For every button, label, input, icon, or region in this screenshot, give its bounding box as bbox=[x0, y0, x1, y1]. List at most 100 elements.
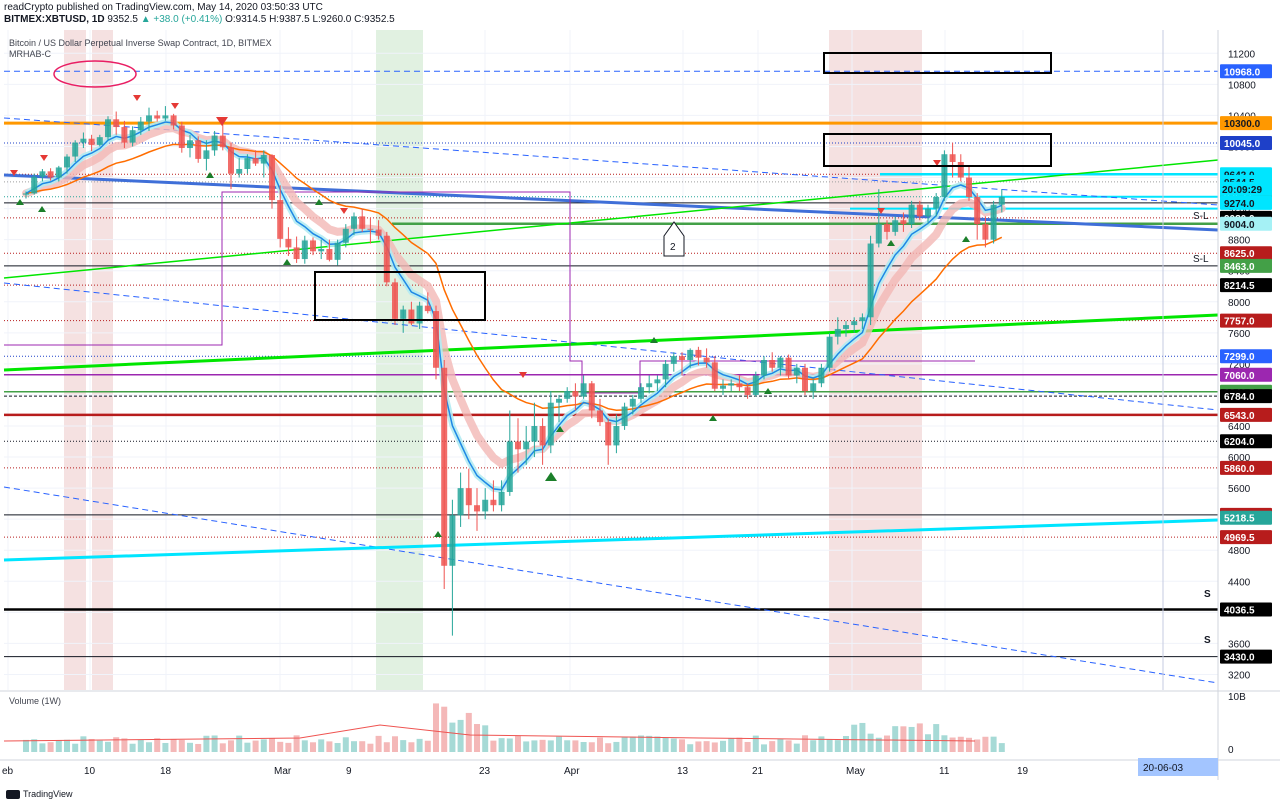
candle bbox=[137, 121, 144, 131]
tradingview-logo-icon bbox=[6, 790, 20, 800]
volume-bar bbox=[408, 742, 415, 752]
price-tag: 3430.0 bbox=[1220, 649, 1272, 664]
volume-bar bbox=[515, 735, 521, 752]
magenta-circle-annotation bbox=[53, 60, 137, 88]
volume-tick-label: 10B bbox=[1228, 692, 1246, 703]
price-tick-label: 9200 bbox=[1228, 205, 1251, 216]
candle bbox=[523, 441, 530, 450]
candle bbox=[851, 321, 858, 326]
volume-bar bbox=[884, 735, 890, 752]
price-tag-box bbox=[1220, 116, 1272, 131]
box-annotation bbox=[823, 133, 1052, 167]
price-tag-label: 5860.0 bbox=[1224, 464, 1255, 475]
price-tag-box bbox=[1220, 246, 1272, 261]
price-tag: 7757.0 bbox=[1220, 313, 1272, 328]
candle bbox=[375, 229, 382, 236]
volume-bar bbox=[949, 737, 956, 752]
time-tick-label: 13 bbox=[677, 766, 689, 777]
dashed-trend-line bbox=[3, 117, 1219, 206]
candle bbox=[564, 391, 571, 399]
volume-bar bbox=[490, 740, 497, 752]
volume-bar bbox=[400, 740, 407, 752]
candle bbox=[162, 115, 169, 119]
volume-bar bbox=[105, 741, 111, 752]
candle bbox=[687, 349, 694, 360]
volume-bar bbox=[31, 739, 38, 752]
candle bbox=[244, 158, 251, 169]
sell-signal-marker bbox=[133, 95, 141, 101]
candle bbox=[974, 196, 981, 225]
candle bbox=[293, 247, 300, 260]
volume-bar bbox=[154, 738, 161, 752]
volume-bar bbox=[851, 724, 858, 752]
price-tag-box bbox=[1220, 64, 1272, 79]
chart-title: Bitcoin / US Dollar Perpetual Inverse Sw… bbox=[9, 38, 272, 48]
volume-bar bbox=[556, 736, 562, 752]
candle bbox=[580, 383, 587, 397]
price-tag-box bbox=[1220, 389, 1272, 404]
volume-bar bbox=[843, 736, 849, 752]
price-tag-box bbox=[1220, 258, 1272, 273]
candle bbox=[900, 220, 907, 225]
high-value: H:9387.5 bbox=[269, 14, 310, 25]
volume-bar bbox=[195, 743, 202, 752]
candle bbox=[465, 488, 472, 506]
price-tag-label: 8625.0 bbox=[1224, 249, 1255, 260]
volume-bar bbox=[334, 743, 341, 752]
candle bbox=[457, 488, 464, 516]
candle bbox=[949, 154, 956, 162]
candle bbox=[326, 248, 333, 260]
wave-label-callout bbox=[663, 221, 685, 257]
buy-signal-marker bbox=[38, 206, 46, 212]
green-trend-line bbox=[3, 159, 1219, 279]
candle bbox=[170, 115, 177, 126]
candle bbox=[482, 499, 489, 512]
sell-signal-marker bbox=[877, 208, 885, 214]
candle bbox=[654, 379, 661, 384]
volume-bar bbox=[506, 738, 513, 752]
candle bbox=[777, 357, 784, 368]
sell-signal-marker bbox=[216, 117, 228, 126]
candle bbox=[761, 360, 767, 376]
volume-bar bbox=[974, 739, 981, 752]
close-value: C:9352.5 bbox=[354, 14, 395, 25]
volume-bar bbox=[129, 743, 136, 752]
price-tag-label: 6543.0 bbox=[1224, 411, 1255, 422]
blue-ma-line bbox=[25, 121, 1003, 491]
time-tick-label: 11 bbox=[939, 766, 950, 777]
volume-bar bbox=[646, 735, 653, 752]
candle bbox=[957, 162, 964, 178]
candle bbox=[859, 317, 866, 322]
volume-bar bbox=[457, 719, 464, 752]
candle bbox=[605, 422, 612, 446]
volume-bar bbox=[121, 738, 128, 752]
volume-bar bbox=[72, 743, 79, 752]
volume-bar bbox=[580, 742, 587, 752]
price-tag-label: 9004.0 bbox=[1224, 220, 1255, 231]
volume-bar bbox=[728, 738, 735, 752]
box-annotation bbox=[314, 271, 486, 321]
volume-bar bbox=[859, 722, 866, 752]
symbol-ohlc-line: BITMEX:XBTUSD, 1D 9352.5 ▲ +38.0 (+0.41%… bbox=[4, 14, 395, 25]
volume-bar bbox=[219, 743, 226, 752]
candle bbox=[990, 204, 997, 240]
candle bbox=[662, 363, 669, 380]
candle bbox=[539, 426, 546, 446]
candle bbox=[39, 171, 46, 177]
volume-bar bbox=[703, 741, 710, 752]
price-tag-label: 9274.0 bbox=[1224, 199, 1255, 210]
candle bbox=[892, 220, 899, 232]
candle bbox=[236, 168, 243, 174]
volume-bar bbox=[113, 737, 120, 752]
price-tag: 6543.0 bbox=[1220, 407, 1272, 422]
volume-bar bbox=[941, 735, 948, 752]
volume-bar bbox=[613, 741, 620, 752]
volume-bar bbox=[687, 744, 694, 752]
candle bbox=[802, 367, 808, 392]
price-tick-label: 4800 bbox=[1228, 546, 1251, 557]
price-tick-label: 11200 bbox=[1228, 49, 1256, 60]
sell-signal-marker bbox=[340, 208, 348, 214]
price-tag-box bbox=[1220, 367, 1272, 382]
volume-bar bbox=[900, 726, 907, 752]
